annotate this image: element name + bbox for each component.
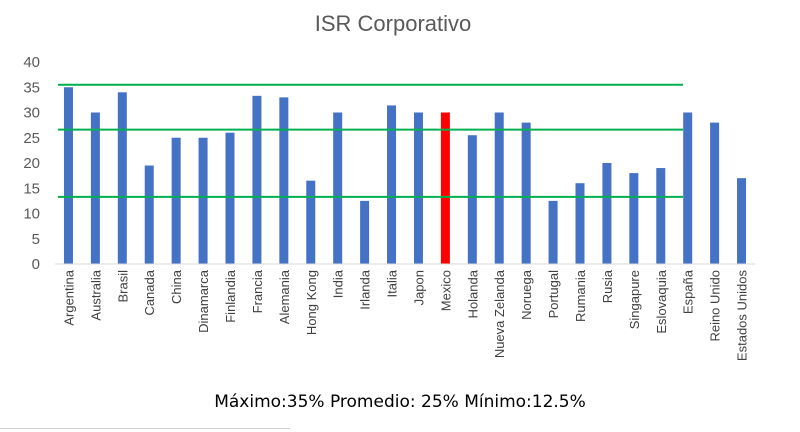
summary-annotation: Máximo:35% Promedio: 25% Mínimo:12.5% — [214, 392, 586, 412]
bar — [333, 112, 343, 264]
bar — [548, 200, 558, 264]
bar — [656, 168, 666, 264]
x-tick-label: Argentina — [61, 269, 76, 325]
x-tick-label: Japon — [411, 270, 426, 305]
bar — [710, 122, 720, 264]
x-tick-label: Eslovaquia — [654, 269, 669, 333]
bars — [63, 87, 747, 265]
y-tick-label: 10 — [23, 206, 40, 223]
x-tick-label: Rusia — [600, 269, 615, 303]
bar — [494, 112, 504, 264]
x-tick-label: Finlandia — [223, 269, 238, 323]
bar — [171, 137, 181, 264]
bar — [225, 132, 235, 264]
bar — [413, 112, 423, 264]
bar — [467, 135, 477, 264]
bar — [737, 178, 747, 264]
x-tick-label: Australia — [88, 269, 103, 320]
x-tick-label: España — [681, 269, 696, 314]
x-tick-label: Brasil — [115, 270, 130, 303]
bar — [440, 112, 450, 264]
x-tick-label: Nueva Zelanda — [492, 269, 507, 358]
bar — [387, 105, 397, 265]
x-tick-label: Estados Unidos — [735, 270, 750, 362]
bar — [63, 87, 73, 264]
y-tick-label: 20 — [23, 155, 40, 172]
bar — [629, 173, 639, 264]
y-tick-label: 15 — [23, 180, 40, 197]
y-tick-label: 5 — [32, 231, 40, 248]
y-axis: 0 5 10 15 20 25 30 35 40 — [23, 54, 40, 273]
x-tick-label: Canada — [142, 269, 157, 315]
y-tick-label: 0 — [32, 256, 40, 273]
bar — [90, 112, 100, 264]
bar — [144, 165, 154, 264]
x-tick-label: Reino Unido — [708, 270, 723, 342]
x-tick-label: Noruega — [519, 269, 534, 320]
bar — [252, 95, 262, 265]
reference-lines — [58, 83, 683, 198]
bar — [683, 112, 693, 264]
x-tick-label: Francia — [250, 269, 265, 313]
bar — [575, 183, 585, 264]
x-tick-label: Hong Kong — [304, 270, 319, 335]
bar — [198, 137, 208, 264]
x-tick-label: Singapure — [627, 270, 642, 329]
bar — [360, 200, 370, 264]
bar — [602, 163, 612, 264]
bar — [521, 122, 531, 264]
bar — [306, 180, 316, 264]
bar — [279, 97, 289, 264]
bar — [117, 92, 127, 264]
x-axis: Argentina Australia Brasil Canada China Dinam… — [55, 263, 755, 362]
y-tick-label: 40 — [23, 54, 40, 71]
x-tick-label: Irlanda — [358, 269, 373, 310]
divider — [0, 428, 290, 429]
x-tick-label: Dinamarca — [196, 269, 211, 333]
x-tick-label: India — [331, 269, 346, 298]
x-tick-label: Mexico — [438, 270, 453, 311]
x-tick-label: Alemania — [277, 269, 292, 324]
y-tick-label: 25 — [23, 130, 40, 147]
x-tick-label: Italia — [385, 269, 400, 297]
y-tick-label: 35 — [23, 79, 40, 96]
x-tick-label: Holanda — [465, 269, 480, 318]
x-tick-label: China — [169, 269, 184, 304]
y-tick-label: 30 — [23, 105, 40, 122]
x-tick-label: Rumania — [573, 269, 588, 322]
x-tick-label: Portugal — [546, 270, 561, 319]
chart-title: ISR Corporativo — [315, 11, 472, 36]
